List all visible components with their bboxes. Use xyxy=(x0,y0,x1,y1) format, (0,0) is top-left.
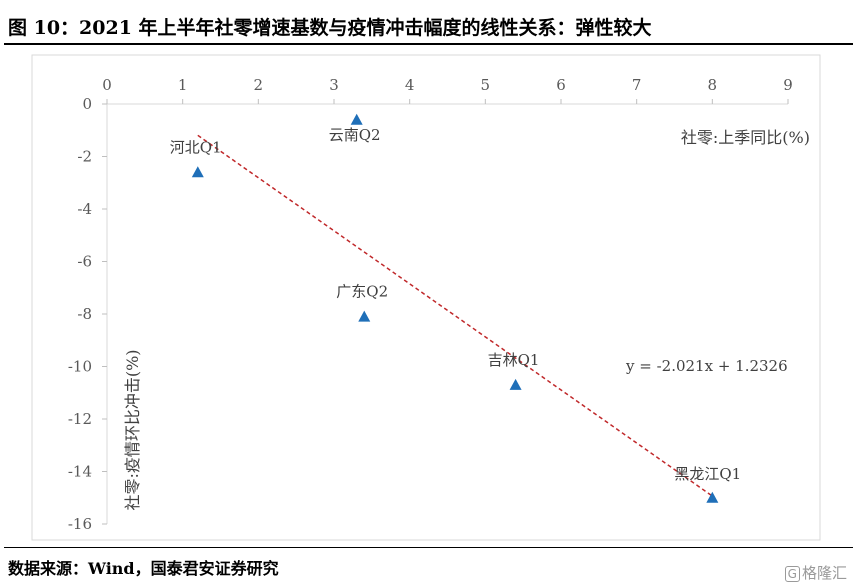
data-point-triangle xyxy=(191,166,204,178)
data-point-label: 广东Q2 xyxy=(336,283,388,301)
y-tick-label: -2 xyxy=(77,148,92,166)
data-point-label: 吉林Q1 xyxy=(488,351,540,369)
y-tick-label: -4 xyxy=(77,200,92,218)
y-axis: 0 -2 -4 -6 -8 -10 -12 -14 -16 xyxy=(68,95,108,533)
data-point-label: 河北Q1 xyxy=(170,138,222,156)
trendline xyxy=(197,134,713,497)
plot-frame xyxy=(31,54,821,541)
y-tick-label: -10 xyxy=(68,358,92,376)
source-note: 数据来源：Wind，国泰君安证券研究 xyxy=(8,559,279,578)
watermark: G 格隆汇 xyxy=(784,562,847,583)
data-point-label: 云南Q2 xyxy=(329,126,381,144)
x-tick-label: 1 xyxy=(178,76,188,94)
data-point-triangle xyxy=(358,310,371,322)
x-tick-label: 8 xyxy=(708,76,718,94)
y-tick-label: -8 xyxy=(77,305,92,323)
data-point-triangle xyxy=(509,378,522,390)
data-point-triangle xyxy=(706,491,719,503)
x-axis: 0 1 2 3 4 5 6 7 8 9 xyxy=(102,76,793,105)
data-point-label: 黑龙江Q1 xyxy=(674,465,741,483)
x-tick-label: 6 xyxy=(556,76,566,94)
y-axis-title: 社零:疫情环比冲击(%) xyxy=(123,349,142,510)
x-tick-label: 2 xyxy=(254,76,264,94)
x-tick-label: 4 xyxy=(405,76,415,94)
title-rule xyxy=(4,43,853,45)
watermark-text: 格隆汇 xyxy=(801,564,847,582)
x-axis-title: 社零:上季同比(%) xyxy=(681,128,810,147)
x-tick-label: 0 xyxy=(102,76,112,94)
y-tick-label: -6 xyxy=(77,253,92,271)
x-tick-label: 5 xyxy=(481,76,491,94)
y-tick-label: -16 xyxy=(68,515,92,533)
source-rule xyxy=(4,547,853,548)
y-tick-label: -14 xyxy=(68,463,92,481)
data-points: 河北Q1 云南Q2 广东Q2 吉林Q1 黑龙江Q1 xyxy=(170,113,741,503)
trendline-equation: y = -2.021x + 1.2326 xyxy=(625,357,788,375)
trendline-group xyxy=(197,134,713,497)
data-point-triangle xyxy=(350,113,363,125)
y-tick-label: 0 xyxy=(82,95,92,113)
x-tick-label: 3 xyxy=(329,76,339,94)
x-tick-label: 9 xyxy=(783,76,793,94)
chart-title: 图 10：2021 年上半年社零增速基数与疫情冲击幅度的线性关系：弹性较大 xyxy=(8,17,652,39)
x-tick-label: 7 xyxy=(632,76,642,94)
watermark-logo-icon: G xyxy=(784,566,800,582)
y-tick-label: -12 xyxy=(68,410,92,428)
